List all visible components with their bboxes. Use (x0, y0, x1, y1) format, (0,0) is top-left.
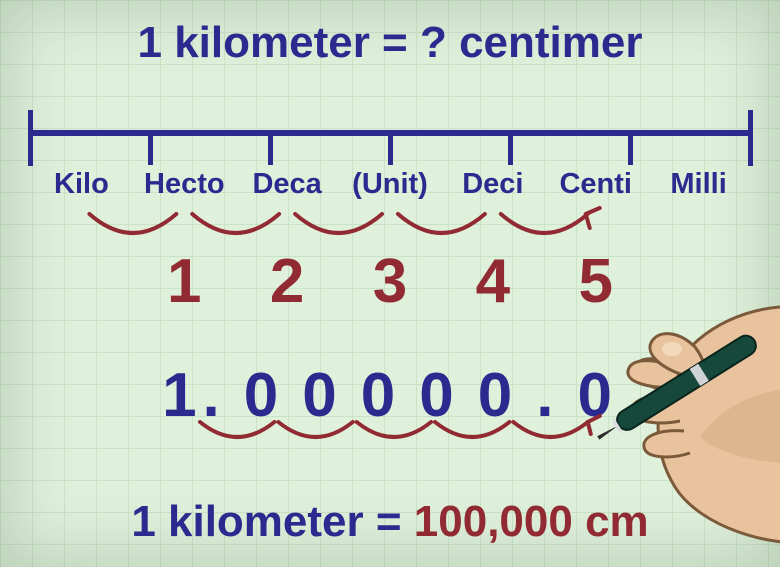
number-line-label: Kilo (30, 168, 133, 201)
number-line-label: (Unit) (339, 168, 442, 201)
decimal-arcs (160, 420, 630, 460)
hop-number: 1 (133, 246, 236, 317)
hand-drawing-icon (580, 247, 780, 537)
diagram-stage: 1 kilometer = ? centimer KiloHectoDeca(U… (0, 0, 780, 567)
answer-left: 1 kilometer = (131, 497, 413, 546)
number-line-label: Deca (236, 168, 339, 201)
number-line-tick (388, 131, 393, 165)
hop-number: 4 (441, 246, 544, 317)
number-line-axis (30, 130, 750, 136)
number-line-labels: KiloHectoDeca(Unit)DeciCentiMilli (30, 168, 750, 201)
number-line-tick (148, 131, 153, 165)
number-line: KiloHectoDeca(Unit)DeciCentiMilli (30, 130, 750, 136)
hop-number: 3 (339, 246, 442, 317)
number-line-label: Centi (544, 168, 647, 201)
number-line-tick (628, 131, 633, 165)
number-line-label: Hecto (133, 168, 236, 201)
question-title: 1 kilometer = ? centimer (0, 18, 780, 68)
number-line-tick (268, 131, 273, 165)
number-line-label: Milli (647, 168, 750, 201)
hop-number: 2 (236, 246, 339, 317)
number-line-tick (28, 110, 33, 166)
number-line-tick (748, 110, 753, 166)
number-line-tick (508, 131, 513, 165)
number-line-label: Deci (441, 168, 544, 201)
